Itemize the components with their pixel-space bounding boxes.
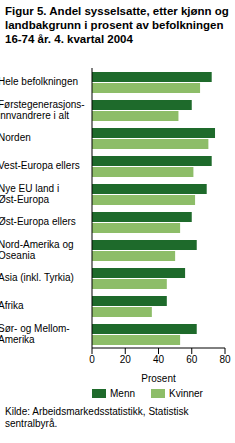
svg-text:20: 20 [120, 354, 132, 365]
svg-text:Sør- og Mellom-Amerika: Sør- og Mellom-Amerika [8, 322, 70, 344]
html-text:Kilde: Arbeidsmarkedsstatistik: Kilde: Arbeidsmarkedsstatistikk, Statist… [5, 406, 189, 429]
svg-text:Nye EU land iØst-Europa: Nye EU land iØst-Europa [8, 182, 59, 204]
svg-text:Øst-Europa ellers: Øst-Europa ellers [8, 216, 76, 227]
svg-text:60: 60 [186, 354, 198, 365]
svg-text:Nord-Amerika ogOseania: Nord-Amerika ogOseania [8, 238, 74, 260]
svg-text:Afrika: Afrika [8, 300, 24, 311]
svg-text:Vest-Europa ellers: Vest-Europa ellers [8, 160, 80, 171]
svg-text:Hele befolkningen: Hele befolkningen [8, 76, 78, 87]
html-text:Figur 5. Andel sysselsatte, et: Figur 5. Andel sysselsatte, etter kjønn … [5, 5, 229, 45]
svg-text:40: 40 [153, 354, 165, 365]
html-text:Kvinner: Kvinner [169, 388, 203, 399]
html-text:Menn: Menn [110, 388, 135, 399]
svg-text:Førstegenerasjons-innvandrere: Førstegenerasjons-innvandrere i alt [8, 98, 85, 120]
svg-text:0: 0 [89, 354, 95, 365]
svg-text:Norden: Norden [8, 132, 31, 143]
svg-text:Asia (inkl. Tyrkia): Asia (inkl. Tyrkia) [8, 272, 74, 283]
svg-text:80: 80 [219, 354, 227, 365]
svg-text:Prosent: Prosent [141, 373, 176, 384]
